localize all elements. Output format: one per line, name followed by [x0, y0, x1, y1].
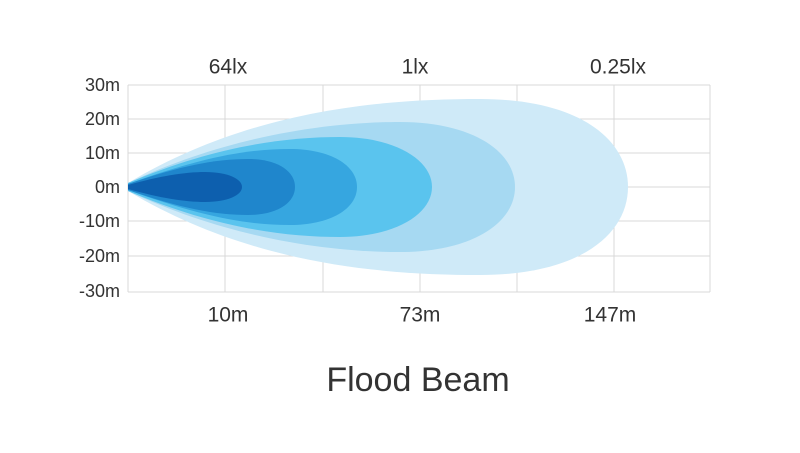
width-label: 20m [85, 109, 120, 129]
width-axis: 30m 20m 10m 0m -10m -20m -30m [79, 75, 120, 301]
lux-label: 0.25lx [590, 56, 647, 79]
lux-label: 1lx [402, 56, 429, 79]
title: Flood Beam [326, 361, 509, 399]
lux-labels: 64lx 1lx 0.25lx [209, 56, 647, 79]
distance-label: 147m [584, 304, 637, 327]
width-label: -30m [79, 281, 120, 301]
distance-label: 73m [400, 304, 441, 327]
lux-label: 64lx [209, 56, 248, 79]
width-label: -20m [79, 246, 120, 266]
distance-labels: 10m 73m 147m [208, 304, 637, 327]
distance-label: 10m [208, 304, 249, 327]
beam-zone [128, 172, 242, 202]
width-label: -10m [79, 211, 120, 231]
width-label: 0m [95, 177, 120, 197]
width-label: 10m [85, 143, 120, 163]
beam [128, 99, 628, 275]
width-label: 30m [85, 75, 120, 95]
